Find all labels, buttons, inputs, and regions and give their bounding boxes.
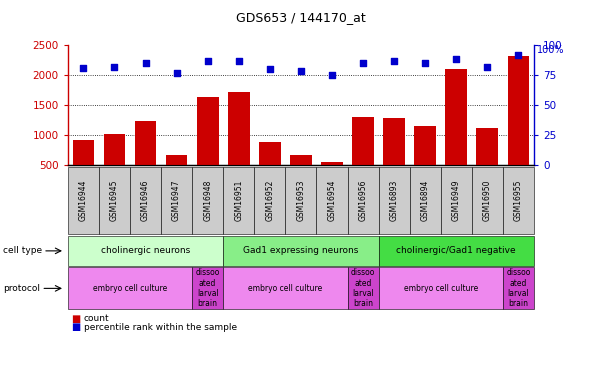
Point xyxy=(483,64,492,70)
Point xyxy=(172,70,181,76)
Point xyxy=(296,68,306,74)
Point xyxy=(421,60,430,66)
Bar xyxy=(104,134,125,165)
Text: cholinergic neurons: cholinergic neurons xyxy=(101,246,190,255)
Text: GSM16952: GSM16952 xyxy=(266,180,274,221)
Text: GSM16951: GSM16951 xyxy=(234,180,243,221)
Text: embryo cell culture: embryo cell culture xyxy=(404,284,478,293)
Point xyxy=(389,58,399,64)
Text: GSM16894: GSM16894 xyxy=(421,180,430,221)
Bar xyxy=(166,155,188,165)
Text: count: count xyxy=(84,314,109,323)
Text: embryo cell culture: embryo cell culture xyxy=(93,284,167,293)
Text: dissoo
ated
larval
brain: dissoo ated larval brain xyxy=(195,268,220,309)
Text: 100%: 100% xyxy=(537,45,565,55)
Point xyxy=(110,64,119,70)
Text: GSM16953: GSM16953 xyxy=(296,180,306,221)
Point xyxy=(514,52,523,58)
Bar xyxy=(259,142,281,165)
Text: percentile rank within the sample: percentile rank within the sample xyxy=(84,323,237,332)
Text: GSM16893: GSM16893 xyxy=(389,180,399,221)
Text: GSM16946: GSM16946 xyxy=(141,180,150,221)
Bar xyxy=(228,92,250,165)
Bar xyxy=(135,121,156,165)
Bar xyxy=(414,126,436,165)
Point xyxy=(141,60,150,66)
Bar xyxy=(445,69,467,165)
Text: GSM16947: GSM16947 xyxy=(172,180,181,221)
Text: GSM16949: GSM16949 xyxy=(452,180,461,221)
Point xyxy=(358,60,368,66)
Text: dissoo
ated
larval
brain: dissoo ated larval brain xyxy=(351,268,375,309)
Bar xyxy=(321,162,343,165)
Point xyxy=(451,56,461,62)
Text: GSM16944: GSM16944 xyxy=(79,180,88,221)
Text: cholinergic/Gad1 negative: cholinergic/Gad1 negative xyxy=(396,246,516,255)
Bar xyxy=(73,140,94,165)
Text: Gad1 expressing neurons: Gad1 expressing neurons xyxy=(243,246,359,255)
Bar xyxy=(507,56,529,165)
Point xyxy=(327,72,337,78)
Text: GSM16950: GSM16950 xyxy=(483,180,492,221)
Text: ■: ■ xyxy=(71,322,80,332)
Bar xyxy=(384,118,405,165)
Text: embryo cell culture: embryo cell culture xyxy=(248,284,323,293)
Text: GSM16948: GSM16948 xyxy=(203,180,212,221)
Bar xyxy=(477,128,498,165)
Bar xyxy=(197,97,218,165)
Bar xyxy=(352,117,374,165)
Text: protocol: protocol xyxy=(3,284,40,293)
Text: GSM16956: GSM16956 xyxy=(359,180,368,221)
Point xyxy=(265,66,274,72)
Text: dissoo
ated
larval
brain: dissoo ated larval brain xyxy=(506,268,530,309)
Text: GSM16955: GSM16955 xyxy=(514,180,523,221)
Point xyxy=(234,58,244,64)
Point xyxy=(203,58,212,64)
Bar xyxy=(290,155,312,165)
Text: cell type: cell type xyxy=(3,246,42,255)
Point xyxy=(78,65,88,71)
Text: ■: ■ xyxy=(71,314,80,324)
Text: GSM16945: GSM16945 xyxy=(110,180,119,221)
Text: GSM16954: GSM16954 xyxy=(327,180,336,221)
Text: GDS653 / 144170_at: GDS653 / 144170_at xyxy=(236,11,366,24)
